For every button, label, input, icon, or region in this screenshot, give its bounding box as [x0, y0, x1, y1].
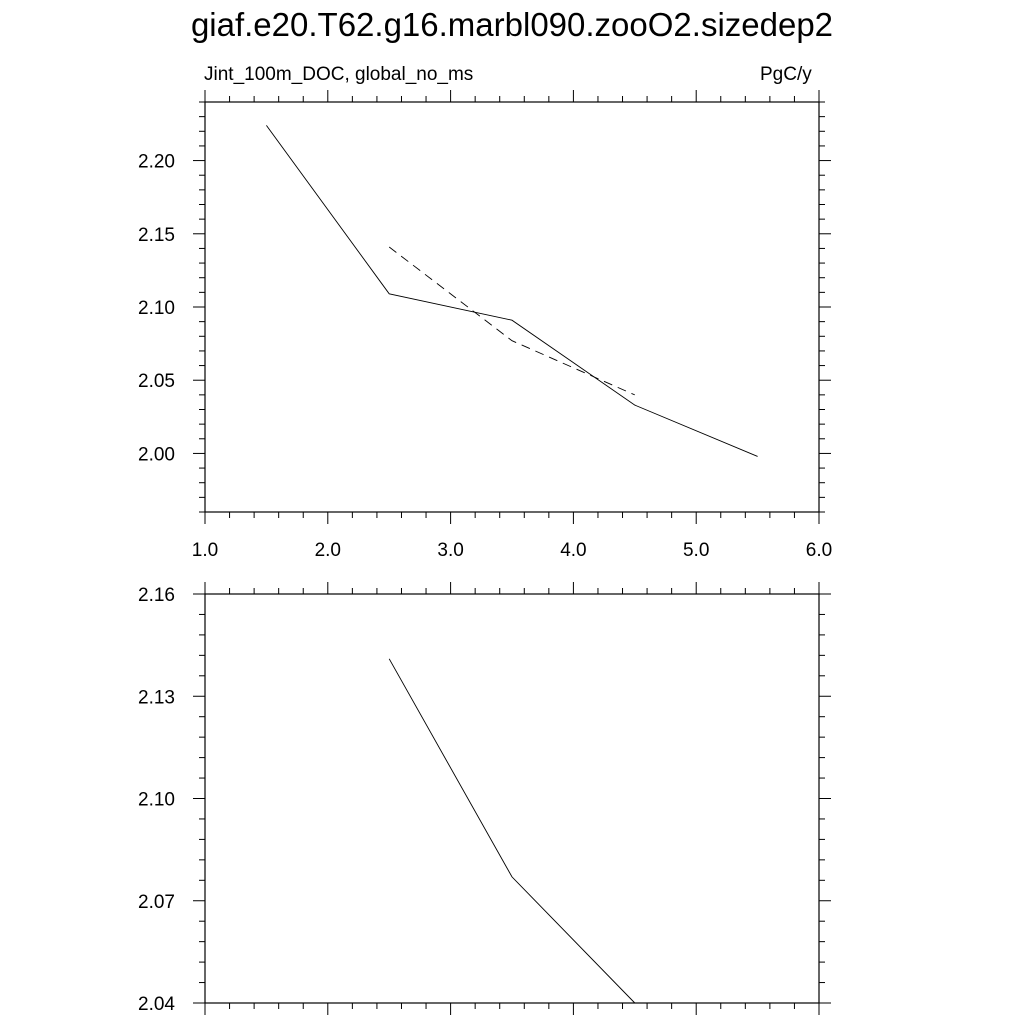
series-line-dashed	[388, 246, 635, 396]
series-line-solid	[266, 125, 758, 457]
chart-1: 1.0 2.0 3.0 4.0 5.0 6.0 2.00 2.05 2.10 2.15 2.20	[138, 90, 832, 561]
y-tick-label: 2.04	[138, 994, 175, 1015]
y-tick-label: 2.07	[138, 892, 175, 913]
series-line-solid	[388, 658, 636, 1004]
units-label: PgC/y	[760, 64, 812, 85]
y-tick-label: 2.15	[138, 225, 175, 246]
x-tick-label: 6.0	[806, 540, 832, 561]
plot-frame	[204, 593, 820, 1004]
x-tick-label: 1.0	[192, 540, 218, 561]
x-tick-label: 3.0	[437, 540, 463, 561]
x-tick-label: 5.0	[683, 540, 709, 561]
variable-label: Jint_100m_DOC, global_no_ms	[204, 64, 474, 85]
y-tick-label: 2.20	[138, 152, 175, 173]
x-tick-label: 2.0	[315, 540, 341, 561]
y-tick-label: 2.10	[138, 298, 175, 319]
y-tick-label: 2.10	[138, 790, 175, 811]
y-tick-label: 2.05	[138, 371, 175, 392]
y-tick-label: 2.13	[138, 687, 175, 708]
plot-frame	[204, 101, 820, 513]
y-tick-label: 2.00	[138, 444, 175, 465]
x-tick-label: 4.0	[560, 540, 586, 561]
page-title: giaf.e20.T62.g16.marbl090.zooO2.sizedep2	[190, 6, 834, 43]
chart-2: 2.04 2.07 2.10 2.13 2.16	[138, 582, 831, 1015]
y-tick-label: 2.16	[138, 585, 175, 606]
